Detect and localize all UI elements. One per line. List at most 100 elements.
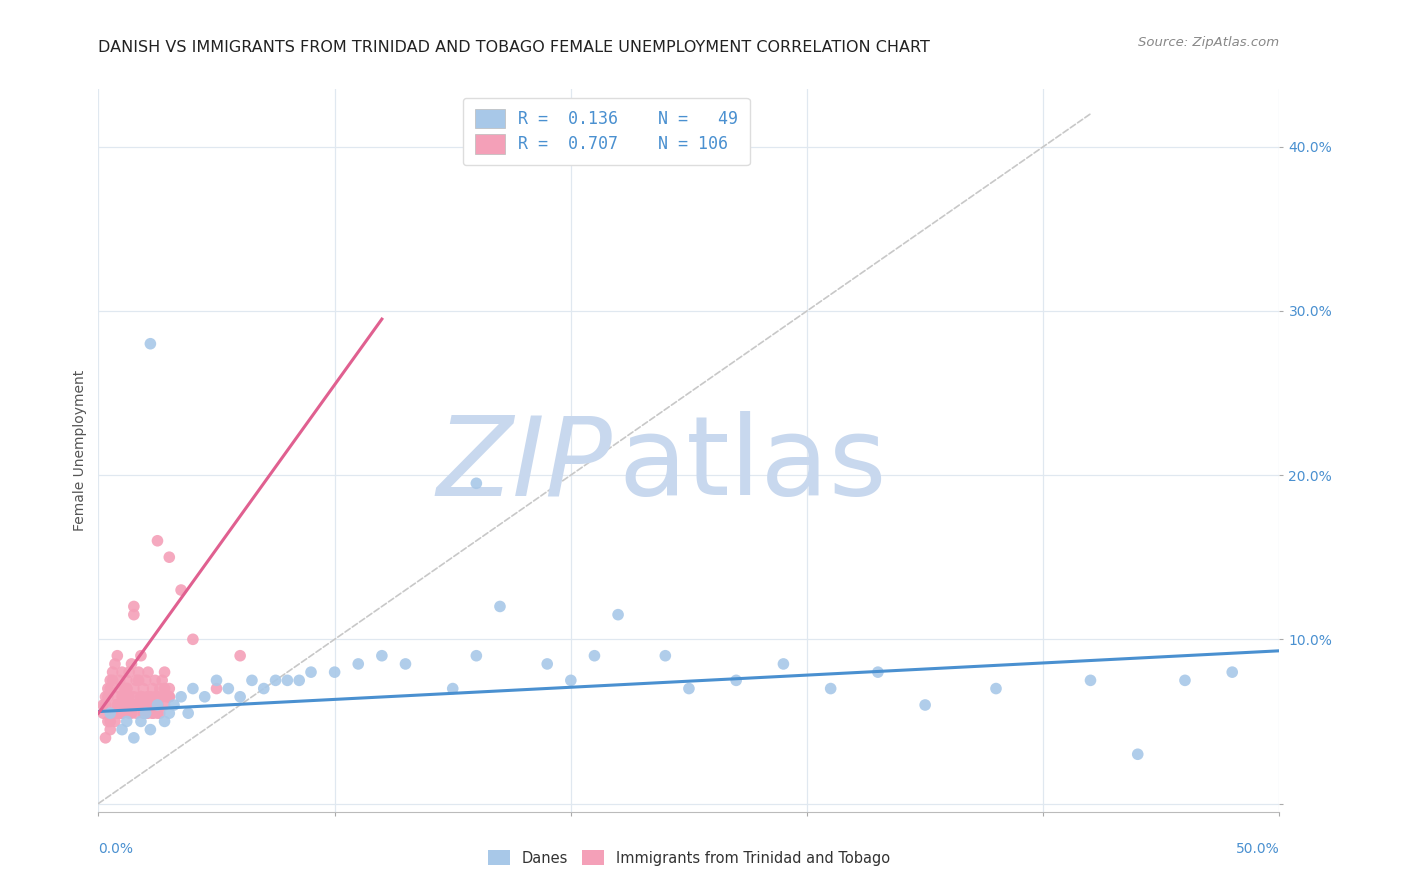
Point bbox=[129, 698, 152, 712]
Point bbox=[97, 714, 120, 729]
Point bbox=[217, 681, 239, 696]
Point bbox=[97, 681, 120, 696]
Point bbox=[128, 673, 150, 688]
Point bbox=[115, 714, 138, 729]
Point bbox=[98, 673, 121, 688]
Point bbox=[299, 665, 322, 680]
Point bbox=[139, 336, 162, 351]
Point bbox=[229, 648, 252, 663]
Text: 0.0%: 0.0% bbox=[98, 842, 134, 856]
Point bbox=[101, 706, 124, 721]
Point bbox=[1220, 665, 1243, 680]
Point bbox=[112, 698, 135, 712]
Point bbox=[108, 681, 131, 696]
Point bbox=[115, 681, 138, 696]
Point bbox=[125, 706, 148, 721]
Point bbox=[194, 690, 217, 704]
Point bbox=[276, 673, 298, 688]
Point bbox=[91, 706, 114, 721]
Point bbox=[104, 714, 127, 729]
Point bbox=[98, 723, 121, 737]
Point bbox=[121, 698, 143, 712]
Point bbox=[111, 723, 134, 737]
Point bbox=[143, 698, 166, 712]
Point bbox=[465, 648, 488, 663]
Point bbox=[156, 690, 179, 704]
Point bbox=[143, 698, 166, 712]
Point bbox=[914, 698, 936, 712]
Point bbox=[157, 681, 180, 696]
Point bbox=[108, 706, 131, 721]
Point bbox=[143, 690, 166, 704]
Point bbox=[132, 698, 155, 712]
Point bbox=[121, 706, 143, 721]
Point bbox=[94, 698, 117, 712]
Point bbox=[101, 706, 124, 721]
Point bbox=[150, 690, 173, 704]
Point bbox=[136, 690, 159, 704]
Point bbox=[139, 690, 162, 704]
Point bbox=[122, 607, 145, 622]
Point bbox=[125, 698, 148, 712]
Point bbox=[149, 681, 172, 696]
Point bbox=[229, 690, 252, 704]
Point bbox=[1080, 673, 1102, 688]
Point bbox=[536, 657, 558, 671]
Point bbox=[108, 673, 131, 688]
Point bbox=[170, 582, 193, 597]
Point bbox=[157, 690, 180, 704]
Point bbox=[146, 698, 169, 712]
Point bbox=[132, 706, 155, 721]
Point bbox=[118, 690, 141, 704]
Point bbox=[142, 706, 165, 721]
Point bbox=[146, 533, 169, 548]
Point bbox=[129, 714, 152, 729]
Point bbox=[101, 673, 124, 688]
Point bbox=[465, 476, 488, 491]
Point bbox=[129, 690, 152, 704]
Text: DANISH VS IMMIGRANTS FROM TRINIDAD AND TOBAGO FEMALE UNEMPLOYMENT CORRELATION CH: DANISH VS IMMIGRANTS FROM TRINIDAD AND T… bbox=[98, 40, 931, 55]
Point bbox=[146, 698, 169, 712]
Point bbox=[115, 681, 138, 696]
Y-axis label: Female Unemployment: Female Unemployment bbox=[73, 370, 87, 531]
Point bbox=[104, 698, 127, 712]
Point bbox=[125, 673, 148, 688]
Point bbox=[94, 731, 117, 745]
Point bbox=[984, 681, 1007, 696]
Point bbox=[111, 698, 134, 712]
Point bbox=[866, 665, 889, 680]
Point bbox=[153, 698, 176, 712]
Point bbox=[135, 698, 157, 712]
Point bbox=[112, 690, 135, 704]
Point bbox=[143, 673, 166, 688]
Point bbox=[181, 681, 204, 696]
Point bbox=[139, 723, 162, 737]
Point bbox=[394, 657, 416, 671]
Point bbox=[157, 550, 180, 565]
Point bbox=[146, 698, 169, 712]
Point bbox=[288, 673, 311, 688]
Point bbox=[111, 665, 134, 680]
Point bbox=[122, 698, 145, 712]
Point bbox=[135, 706, 157, 721]
Legend: Danes, Immigrants from Trinidad and Tobago: Danes, Immigrants from Trinidad and Toba… bbox=[481, 843, 897, 873]
Point bbox=[98, 681, 121, 696]
Text: atlas: atlas bbox=[619, 411, 887, 518]
Point bbox=[122, 690, 145, 704]
Point bbox=[139, 698, 162, 712]
Point bbox=[122, 731, 145, 745]
Point bbox=[820, 681, 842, 696]
Point bbox=[560, 673, 582, 688]
Point bbox=[135, 673, 157, 688]
Point bbox=[136, 706, 159, 721]
Point bbox=[205, 681, 228, 696]
Point bbox=[240, 673, 263, 688]
Point bbox=[323, 665, 346, 680]
Point bbox=[108, 706, 131, 721]
Point bbox=[118, 665, 141, 680]
Point bbox=[115, 698, 138, 712]
Point bbox=[725, 673, 748, 688]
Point bbox=[153, 714, 176, 729]
Point bbox=[149, 706, 172, 721]
Point bbox=[142, 706, 165, 721]
